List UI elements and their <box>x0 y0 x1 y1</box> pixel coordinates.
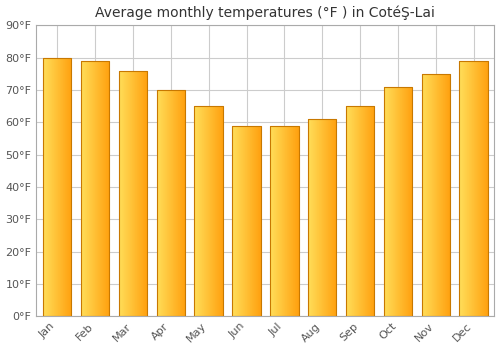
Title: Average monthly temperatures (°F ) in CotéŞ-Lai: Average monthly temperatures (°F ) in Co… <box>96 6 435 20</box>
